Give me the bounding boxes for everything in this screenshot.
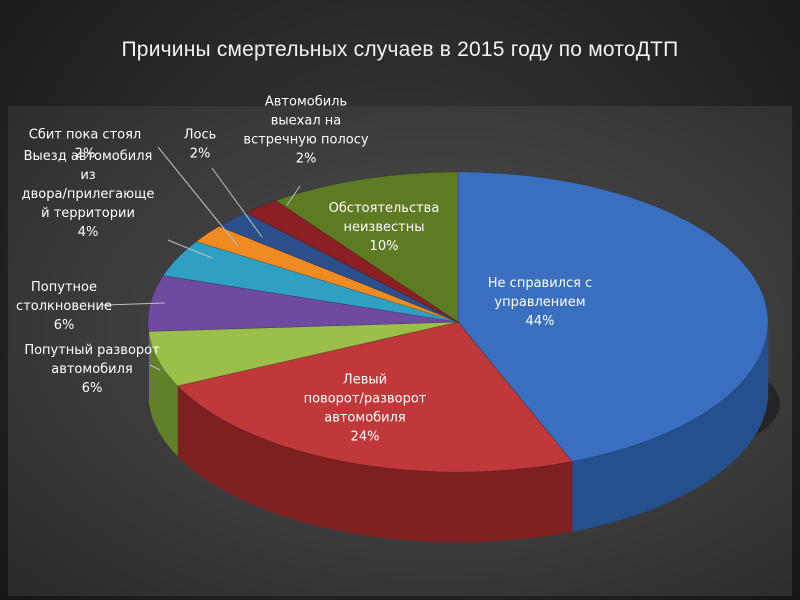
chart-title: Причины смертельных случаев в 2015 году … xyxy=(121,38,679,61)
pie-side-4 xyxy=(147,322,149,402)
slice-label-4: Попутное столкновение 6% xyxy=(16,280,112,333)
pie-tops xyxy=(147,171,769,473)
slice-label-2: Левый поворот/разворот автомобиля 24% xyxy=(304,373,427,445)
slice-label-1: Не справился с управлением 44% xyxy=(488,276,592,329)
pie-labels: Не справился с управлением 44% Левый поворот… xyxy=(16,95,592,445)
leader-line-5 xyxy=(167,239,213,259)
pie-slice-7 xyxy=(218,212,459,323)
leader-line-6 xyxy=(157,146,239,247)
slice-label-6: Сбит пока стоял 2% xyxy=(29,128,141,162)
pie-slice-8 xyxy=(245,200,459,323)
pie-slice-2 xyxy=(176,321,573,473)
pie-slice-1 xyxy=(457,171,769,462)
leader-line-8 xyxy=(286,185,301,206)
leader-line-3 xyxy=(149,364,161,371)
slice-label-5: Выезд автомобиля из двора/прилегающе й терр… xyxy=(22,149,155,240)
slice-label-7: Лось 2% xyxy=(184,128,217,162)
pie-slice-9 xyxy=(275,171,459,323)
leader-line-7 xyxy=(211,167,263,238)
pie-slice-6 xyxy=(195,226,459,323)
pie-slice-5 xyxy=(162,241,459,323)
leader-line-4 xyxy=(102,302,166,306)
slice-label-9: Обстоятельства неизвестны 10% xyxy=(329,201,440,254)
slice-label-8: Автомобиль выехал на встречную полосу 2% xyxy=(243,95,368,167)
slice-label-3: Попутный разворот автомобиля 6% xyxy=(24,343,160,396)
pie-slice-3 xyxy=(148,321,459,387)
